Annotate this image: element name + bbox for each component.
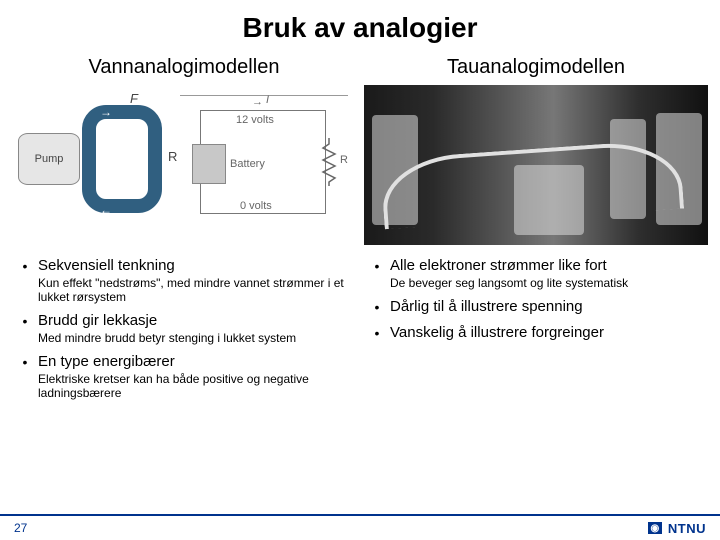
slide-footer: 27 ◉ NTNU — [0, 514, 720, 540]
volt-top-label: 12 volts — [236, 114, 274, 126]
current-label: I — [266, 94, 269, 106]
logo-glyph-icon: ◉ — [648, 522, 662, 534]
resistance-label-circuit: R — [340, 154, 348, 166]
list-item: • Alle elektroner strømmer like fort De … — [374, 257, 704, 290]
left-column: Vannanalogimodellen Pump → → F R I → 12 … — [12, 52, 356, 408]
bullet-icon: • — [22, 312, 28, 345]
bullet-title: Vanskelig å illustrere forgreinger — [390, 324, 704, 342]
list-item: • En type energibærer Elektriske kretser… — [22, 353, 352, 400]
left-subheading: Vannanalogimodellen — [12, 52, 356, 85]
water-analogy-figure: Pump → → F R I → 12 volts Battery 0 volt… — [12, 85, 356, 245]
battery-label: Battery — [230, 158, 265, 170]
content-columns: Vannanalogimodellen Pump → → F R I → 12 … — [0, 52, 720, 408]
bullet-icon: • — [22, 257, 28, 304]
bullet-title: Sekvensiell tenkning — [38, 257, 352, 275]
pump-label: Pump — [18, 133, 80, 185]
bullet-icon: • — [374, 257, 380, 290]
bullet-icon: • — [374, 324, 380, 342]
page-number: 27 — [14, 521, 27, 535]
bullet-subtext: Med mindre brudd betyr stenging i lukket… — [38, 331, 352, 345]
list-item: • Brudd gir lekkasje Med mindre brudd be… — [22, 312, 352, 345]
right-bullets: • Alle elektroner strømmer like fort De … — [364, 257, 708, 350]
list-item: • Vanskelig å illustrere forgreinger — [374, 324, 704, 342]
left-bullets: • Sekvensiell tenkning Kun effekt "nedst… — [12, 257, 356, 408]
logo-text: NTNU — [668, 521, 706, 536]
bullet-title: Alle elektroner strømmer like fort — [390, 257, 704, 275]
ntnu-logo: ◉ NTNU — [648, 521, 706, 536]
flow-arrow-icon: → — [100, 203, 112, 217]
bullet-subtext: De beveger seg langsomt og lite systemat… — [390, 276, 704, 290]
bullet-icon: • — [22, 353, 28, 400]
right-subheading: Tauanalogimodellen — [364, 52, 708, 85]
resistance-label-water: R — [168, 149, 177, 164]
right-column: Tauanalogimodellen • Alle elektroner str… — [364, 52, 708, 408]
battery-icon — [192, 144, 226, 184]
bullet-icon: • — [374, 298, 380, 316]
water-loop — [82, 105, 162, 213]
list-item: • Sekvensiell tenkning Kun effekt "nedst… — [22, 257, 352, 304]
slide-title: Bruk av analogier — [0, 0, 720, 52]
bullet-subtext: Elektriske kretser kan ha både positive … — [38, 372, 352, 400]
bullet-title: Brudd gir lekkasje — [38, 312, 352, 330]
bullet-title: Dårlig til å illustrere spenning — [390, 298, 704, 316]
rope-analogy-photo — [364, 85, 708, 245]
bullet-title: En type energibærer — [38, 353, 352, 371]
circuit-diagram: I → 12 volts Battery 0 volts R — [180, 95, 348, 235]
list-item: • Dårlig til å illustrere spenning — [374, 298, 704, 316]
force-label: F — [130, 91, 138, 106]
volt-bot-label: 0 volts — [240, 200, 272, 212]
bullet-subtext: Kun effekt "nedstrøms", med mindre vanne… — [38, 276, 352, 304]
resistor-icon — [321, 138, 337, 186]
flow-arrow-icon: → — [100, 105, 112, 119]
current-arrow-icon: → — [252, 96, 263, 108]
